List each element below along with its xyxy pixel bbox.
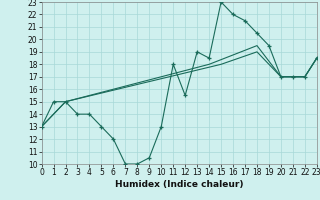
- X-axis label: Humidex (Indice chaleur): Humidex (Indice chaleur): [115, 180, 244, 189]
